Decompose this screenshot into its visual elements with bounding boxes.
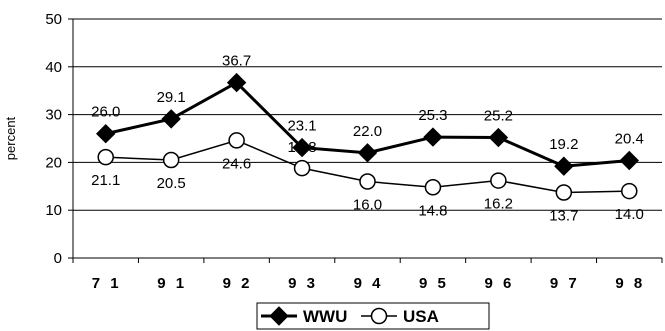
legend-marker-usa — [370, 307, 388, 325]
data-point — [619, 150, 639, 171]
data-point — [357, 143, 378, 163]
x-tick-label: 9 4 — [354, 275, 384, 292]
data-label: 20.5 — [157, 175, 186, 192]
data-labels: 26.0 29.1 36.7 23.1 22.0 25.3 25.2 19.2 20.4 21.1… — [91, 53, 644, 225]
data-point — [359, 173, 376, 190]
data-point — [554, 156, 574, 176]
x-tick-label: 9 6 — [484, 275, 514, 292]
data-label: 16.0 — [353, 197, 382, 214]
data-point — [555, 184, 573, 201]
axes — [68, 18, 663, 263]
legend-marker-wwu — [269, 306, 289, 326]
data-label: 22.0 — [353, 123, 382, 140]
data-label: 23.1 — [287, 118, 316, 135]
data-point — [226, 72, 247, 93]
y-tick-label: 0 — [54, 250, 62, 267]
data-point — [161, 109, 181, 129]
legend-label-usa: USA — [403, 307, 439, 326]
x-tick-label: 9 3 — [288, 275, 318, 292]
data-label: 13.7 — [549, 208, 578, 225]
y-tick-labels: 0 10 20 30 40 50 — [45, 11, 62, 267]
x-tick-label: 9 1 — [157, 275, 187, 292]
legend-label-wwu: WWU — [303, 307, 347, 326]
x-tick-label: 9 2 — [223, 275, 253, 292]
data-label: 16.2 — [484, 196, 513, 213]
data-label: 14.8 — [418, 202, 447, 219]
y-tick-label: 40 — [45, 59, 62, 76]
x-tick-label: 9 8 — [615, 275, 645, 292]
y-tick-label: 10 — [45, 202, 62, 219]
data-point — [423, 127, 443, 147]
x-tick-label: 7 1 — [92, 275, 122, 292]
data-label: 25.3 — [418, 107, 447, 124]
x-tick-labels: 7 1 9 1 9 2 9 3 9 4 9 5 9 6 9 7 9 8 — [92, 275, 645, 292]
y-tick-label: 20 — [45, 154, 62, 171]
data-label: 26.0 — [91, 104, 120, 121]
data-label: 19.2 — [549, 136, 578, 153]
data-label: 29.1 — [157, 89, 186, 106]
legend: WWU USA — [256, 302, 490, 330]
data-label: 14.0 — [615, 206, 644, 223]
y-tick-label: 30 — [45, 107, 62, 124]
data-label: 20.4 — [615, 130, 644, 147]
data-label: 21.1 — [91, 172, 120, 189]
y-axis-label: percent — [3, 116, 18, 160]
data-point — [488, 127, 509, 148]
data-point — [96, 124, 116, 144]
data-point — [97, 148, 114, 166]
data-label: 24.6 — [222, 155, 251, 172]
data-point — [162, 151, 180, 169]
data-point — [228, 132, 245, 149]
y-tick-label: 50 — [45, 11, 62, 28]
x-tick-label: 9 5 — [419, 275, 449, 292]
data-label: 18.8 — [287, 139, 316, 156]
data-label: 36.7 — [222, 53, 251, 70]
data-label: 25.2 — [484, 108, 513, 125]
data-point — [621, 182, 638, 200]
data-point — [424, 179, 442, 196]
data-point — [490, 172, 507, 189]
series-group — [96, 72, 639, 201]
data-point — [293, 159, 311, 177]
x-tick-label: 9 7 — [550, 275, 580, 292]
data-point — [292, 137, 312, 158]
